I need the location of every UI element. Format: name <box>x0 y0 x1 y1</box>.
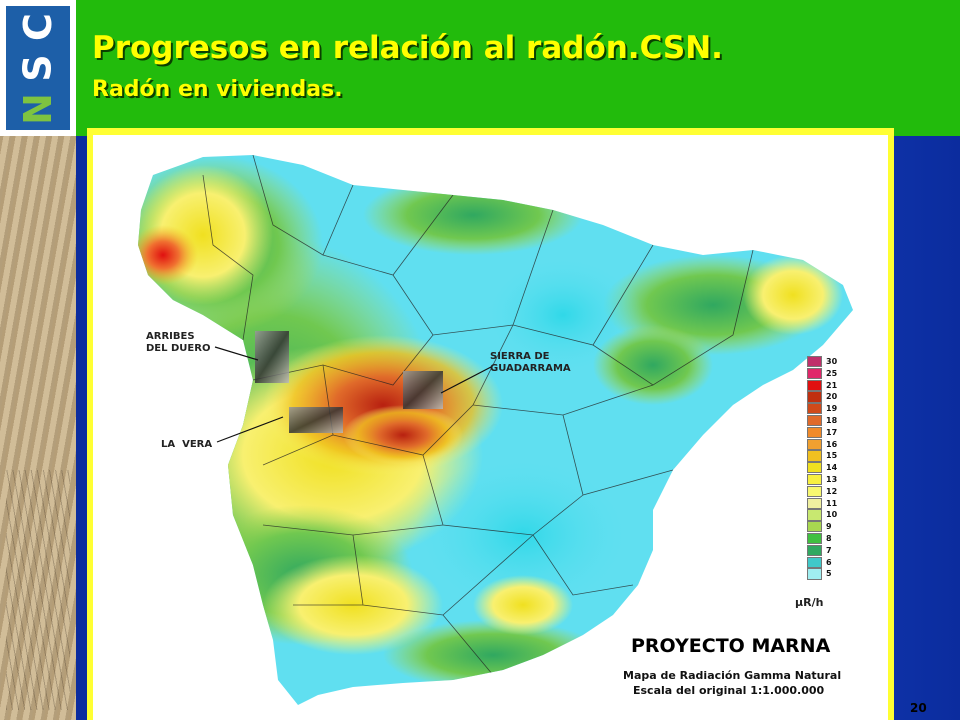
logo-background <box>6 6 70 130</box>
legend-value: 19 <box>826 404 838 414</box>
arrow-arribes <box>214 346 259 361</box>
arrow-vera <box>216 416 284 443</box>
legend-unit: μR/h <box>795 596 824 609</box>
legend-value: 21 <box>826 380 838 390</box>
slide-subtitle: Radón en viviendas. <box>92 77 343 102</box>
legend-swatch <box>807 521 822 533</box>
legend-swatch <box>807 379 822 391</box>
label-vera: LA VERA <box>161 439 213 450</box>
legend-value: 17 <box>826 427 838 437</box>
logo-letter-n: N <box>16 93 60 126</box>
vera-area <box>289 407 343 433</box>
legend-swatch <box>807 450 822 462</box>
legend-swatch <box>807 438 822 450</box>
decorative-handwriting <box>6 470 70 710</box>
slide-title: Progresos en relación al radón.CSN. <box>92 30 723 66</box>
legend-swatch <box>807 485 822 497</box>
map-caption-title: Mapa de Radiación Gamma Natural <box>623 669 842 682</box>
legend-value: 11 <box>826 498 838 508</box>
legend-swatch <box>807 533 822 545</box>
legend-value: 10 <box>826 510 838 520</box>
legend-swatch <box>807 426 822 438</box>
annotation-arrows <box>214 346 492 443</box>
legend-value: 5 <box>826 569 832 579</box>
csn-logo: C S N <box>0 0 76 136</box>
legend-swatch <box>807 568 822 580</box>
label-arribes: ARRIBES DEL DUERO <box>146 331 211 354</box>
legend-swatch <box>807 356 822 368</box>
legend-swatch <box>807 462 822 474</box>
map-caption-scale: Escala del original 1:1.000.000 <box>633 684 825 697</box>
radiation-map <box>138 155 853 705</box>
arrow-guadarrama <box>440 366 492 394</box>
spain-shape <box>138 155 853 705</box>
legend-value: 12 <box>826 486 838 496</box>
legend-swatch <box>807 403 822 415</box>
legend-swatch <box>807 474 822 486</box>
legend-value: 25 <box>826 368 838 378</box>
legend-value: 20 <box>826 392 838 402</box>
legend-value: 18 <box>826 416 838 425</box>
legend-value: 30 <box>826 357 838 366</box>
legend-swatch <box>807 391 822 403</box>
logo-letter-s: S <box>16 54 60 82</box>
label-guadarrama: SIERRA DE GUADARRAMA <box>490 351 571 374</box>
legend-swatch <box>807 497 822 509</box>
guadarrama-area <box>403 371 443 409</box>
map-panel: ARRIBES DEL DUERO SIERRA DE GUADARRAMA L… <box>93 135 888 720</box>
legend-value: 16 <box>826 439 838 449</box>
legend-swatch <box>807 367 822 379</box>
logo-letters: C S N <box>6 6 70 130</box>
logo-letter-c: C <box>15 12 60 41</box>
legend-swatch <box>807 544 822 556</box>
legend-swatch <box>807 556 822 568</box>
legend-value: 8 <box>826 534 832 543</box>
slide-header: Progresos en relación al radón.CSN. Radó… <box>76 0 960 136</box>
page-number: 20 <box>910 701 927 715</box>
legend-swatch <box>807 415 822 427</box>
legend-value: 13 <box>826 475 838 484</box>
legend-value: 6 <box>826 557 832 567</box>
legend-value: 15 <box>826 451 838 461</box>
legend-value: 9 <box>826 522 832 532</box>
province-borders <box>202 155 754 676</box>
project-title: PROYECTO MARNA <box>631 635 831 657</box>
legend-value: 14 <box>826 463 838 473</box>
legend-value: 7 <box>826 545 832 555</box>
arribes-area <box>255 331 289 383</box>
legend-swatch <box>807 509 822 521</box>
